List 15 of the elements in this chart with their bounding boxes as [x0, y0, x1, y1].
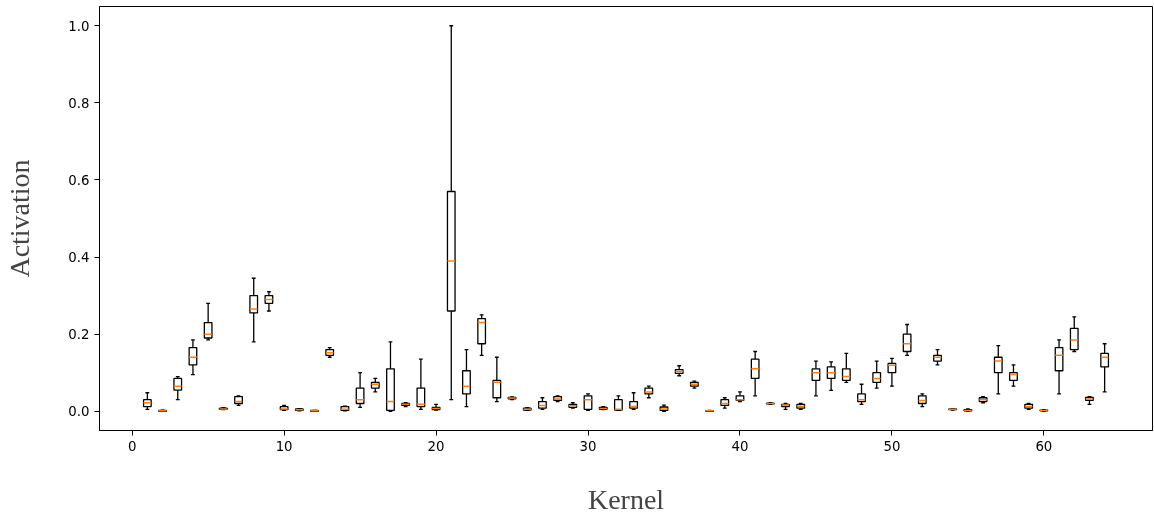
x-axis-title: Kernel — [587, 483, 665, 515]
x-tick-label: 40 — [731, 438, 749, 454]
y-tick-label: 1.0 — [68, 18, 90, 34]
y-tick-label: 0.0 — [68, 404, 90, 420]
x-tick-label: 60 — [1035, 438, 1053, 454]
y-tick-label: 0.6 — [68, 172, 90, 188]
y-tick-label: 0.8 — [68, 95, 90, 111]
x-tick-label: 0 — [127, 438, 137, 454]
y-axis-title: Activation — [4, 159, 36, 278]
y-tick-label: 0.4 — [68, 250, 90, 266]
x-tick-label: 10 — [275, 438, 293, 454]
x-tick-label: 50 — [883, 438, 901, 454]
x-tick-label: 20 — [427, 438, 445, 454]
x-tick-label: 30 — [579, 438, 597, 454]
y-tick-label: 0.2 — [68, 327, 90, 343]
